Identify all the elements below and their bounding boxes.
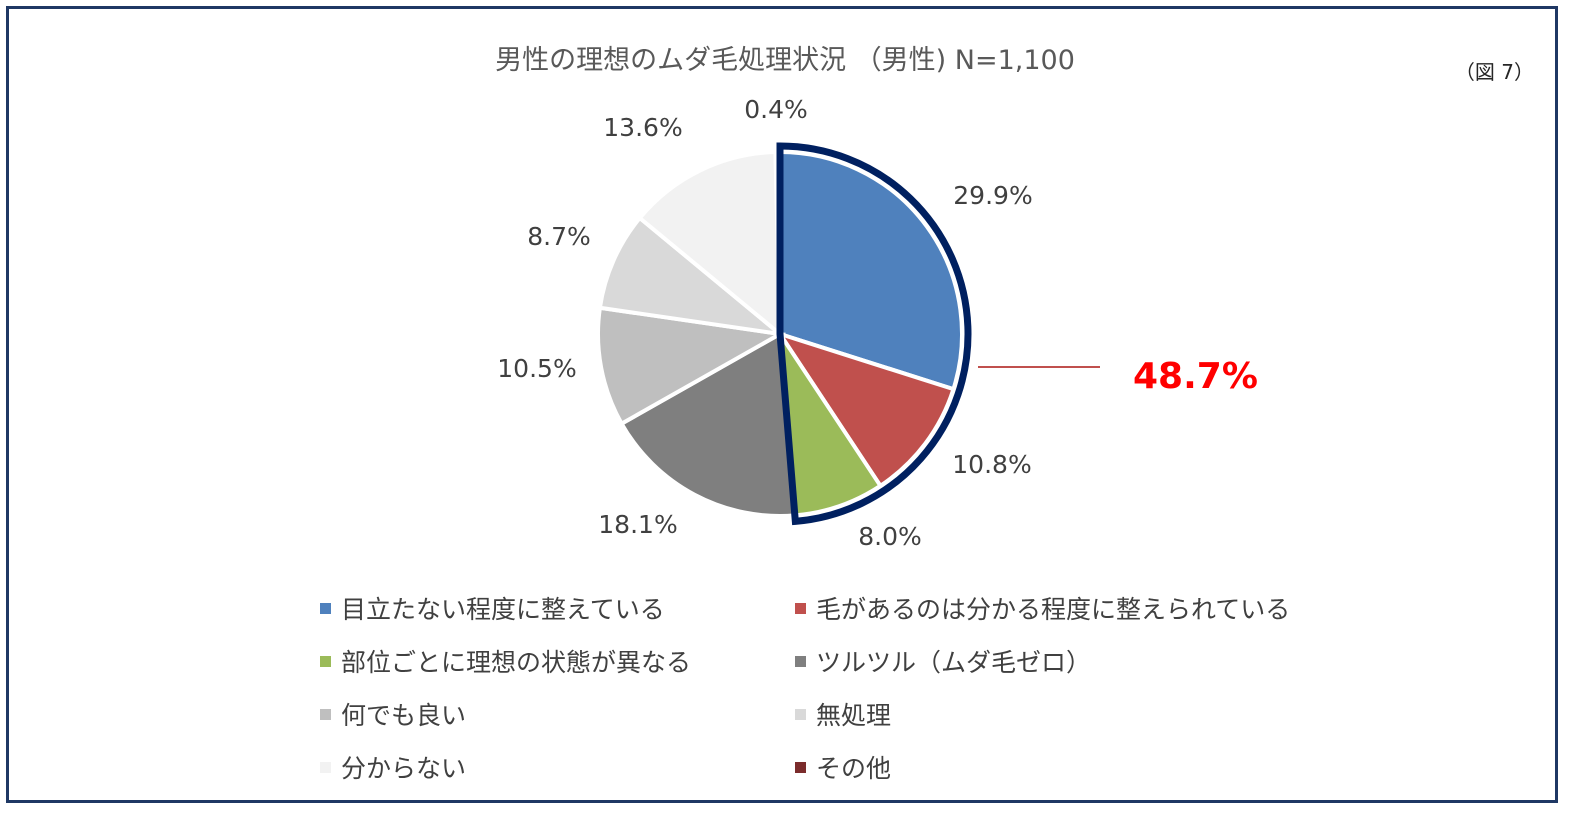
legend-swatch: [795, 708, 806, 720]
legend-swatch: [795, 602, 806, 614]
legend-swatch: [795, 761, 806, 773]
legend-label: 毛があるのは分かる程度に整えられている: [816, 595, 1291, 624]
legend-label: ツルツル（ムダ毛ゼロ）: [816, 648, 1092, 677]
data-label: 29.9%: [953, 181, 1032, 210]
legend-swatch: [320, 761, 331, 773]
data-label: 18.1%: [598, 510, 677, 539]
legend-swatch: [795, 655, 806, 667]
legend-item: 何でも良い: [320, 696, 466, 732]
data-label: 8.7%: [527, 222, 591, 251]
legend-label: 何でも良い: [341, 701, 467, 730]
data-label: 10.8%: [952, 450, 1031, 479]
figure-label: （図 7）: [1454, 60, 1534, 84]
legend-label: 無処理: [816, 701, 892, 730]
data-label: 0.4%: [744, 95, 808, 124]
legend-label: 部位ごとに理想の状態が異なる: [341, 648, 692, 677]
legend-item: 毛があるのは分かる程度に整えられている: [795, 590, 1290, 626]
legend-item: 目立たない程度に整えている: [320, 590, 665, 626]
data-label: 8.0%: [858, 522, 922, 551]
legend-item: その他: [795, 749, 891, 785]
highlight-total-label: 48.7%: [1133, 356, 1258, 397]
data-label: 10.5%: [497, 354, 576, 383]
chart-title: 男性の理想のムダ毛処理状況 （男性) N=1,100: [495, 45, 1075, 76]
legend-label: その他: [816, 754, 892, 783]
legend-item: 部位ごとに理想の状態が異なる: [320, 643, 691, 679]
data-label: 13.6%: [603, 113, 682, 142]
pie-slice: [618, 330, 798, 518]
legend-swatch: [320, 655, 331, 667]
legend-item: ツルツル（ムダ毛ゼロ）: [795, 643, 1091, 679]
legend-swatch: [320, 602, 331, 614]
legend-item: 分からない: [320, 749, 466, 785]
legend-swatch: [320, 708, 331, 720]
legend-label: 目立たない程度に整えている: [341, 595, 665, 624]
pie-slice: [596, 305, 787, 427]
pie-slice: [636, 150, 783, 339]
highlight-outline: [776, 142, 972, 526]
legend-label: 分からない: [341, 754, 467, 783]
pie-slice: [778, 149, 964, 392]
legend-item: 無処理: [795, 696, 891, 732]
pie-slice: [775, 330, 956, 489]
